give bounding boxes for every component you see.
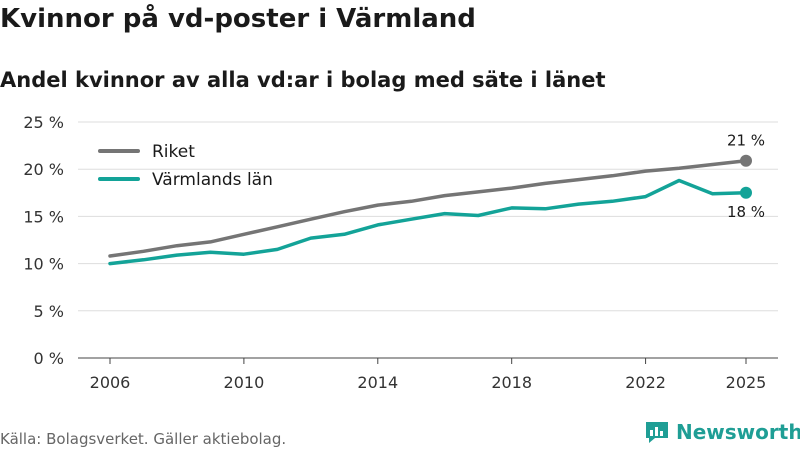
end-value-label: 21 % <box>727 132 765 150</box>
series-line-riket <box>108 158 748 258</box>
x-tick-label: 2025 <box>726 373 767 392</box>
x-tick-label: 2018 <box>491 373 532 392</box>
newsworthy-logo-icon <box>646 422 668 443</box>
end-point-marker <box>740 154 752 167</box>
x-tick-label: 2014 <box>357 373 398 392</box>
legend-label: Riket <box>152 142 195 162</box>
y-tick-label: 0 % <box>34 349 64 368</box>
legend-label: Värmlands län <box>152 170 273 190</box>
brand-logo: Newsworthy <box>644 419 800 445</box>
chart-subtitle: Andel kvinnor av alla vd:ar i bolag med … <box>0 68 606 92</box>
x-tick-label: 2010 <box>224 373 265 392</box>
x-tick-label: 2022 <box>625 373 666 392</box>
x-tick-label: 2006 <box>90 373 131 392</box>
end-value-label: 18 % <box>727 203 765 221</box>
source-note: Källa: Bolagsverket. Gäller aktiebolag. <box>0 430 287 448</box>
chart-title: Kvinnor på vd-poster i Värmland <box>0 4 476 34</box>
y-tick-label: 15 % <box>23 207 64 226</box>
y-tick-label: 25 % <box>23 113 64 132</box>
y-tick-label: 10 % <box>23 255 64 274</box>
brand-name: Newsworthy <box>676 420 800 444</box>
y-tick-label: 5 % <box>34 302 64 321</box>
series-line-varmland <box>108 178 748 266</box>
end-point-marker <box>740 186 752 199</box>
y-tick-label: 20 % <box>23 160 64 179</box>
